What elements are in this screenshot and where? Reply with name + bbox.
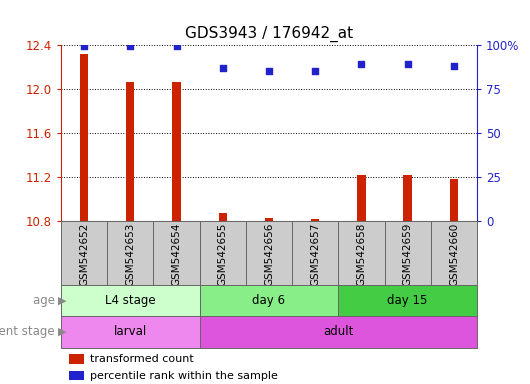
Text: ▶: ▶ [58, 327, 67, 337]
Bar [357, 175, 366, 221]
Text: ▶: ▶ [58, 295, 67, 305]
Bar [69, 354, 84, 364]
Bar [61, 285, 200, 316]
Text: development stage: development stage [0, 325, 58, 338]
Text: transformed count: transformed count [90, 354, 194, 364]
Point [449, 63, 458, 69]
Text: GSM542657: GSM542657 [310, 223, 320, 286]
Point [311, 68, 320, 74]
Text: GSM542655: GSM542655 [218, 223, 228, 286]
Bar [403, 175, 412, 221]
Text: day 15: day 15 [387, 294, 428, 307]
Text: day 6: day 6 [252, 294, 286, 307]
Bar [107, 221, 153, 285]
Bar [265, 218, 273, 221]
Bar [172, 82, 181, 221]
Title: GDS3943 / 176942_at: GDS3943 / 176942_at [185, 26, 353, 42]
Bar [246, 221, 292, 285]
Text: GSM542654: GSM542654 [172, 223, 181, 286]
Text: GSM542659: GSM542659 [403, 223, 413, 286]
Bar [61, 316, 200, 348]
Bar [311, 219, 320, 221]
Text: L4 stage: L4 stage [105, 294, 156, 307]
Bar [385, 221, 431, 285]
Point [403, 61, 412, 67]
Point [265, 68, 273, 74]
Bar [153, 221, 200, 285]
Bar [200, 316, 477, 348]
Text: GSM542660: GSM542660 [449, 223, 459, 286]
Point [357, 61, 366, 67]
Text: GSM542652: GSM542652 [79, 223, 89, 286]
Bar [126, 82, 135, 221]
Bar [338, 221, 385, 285]
Text: larval: larval [113, 325, 147, 338]
Bar [61, 221, 107, 285]
Bar [200, 285, 338, 316]
Point [218, 65, 227, 71]
Text: percentile rank within the sample: percentile rank within the sample [90, 371, 278, 381]
Bar [69, 371, 84, 381]
Text: GSM542656: GSM542656 [264, 223, 274, 286]
Bar [200, 221, 246, 285]
Bar [292, 221, 338, 285]
Text: GSM542658: GSM542658 [357, 223, 366, 286]
Bar [431, 221, 477, 285]
Text: age: age [32, 294, 58, 307]
Bar [450, 179, 458, 221]
Bar [338, 285, 477, 316]
Bar [80, 55, 88, 221]
Point [80, 43, 89, 50]
Bar [218, 214, 227, 221]
Point [172, 43, 181, 50]
Text: GSM542653: GSM542653 [125, 223, 135, 286]
Text: adult: adult [323, 325, 354, 338]
Point [126, 43, 135, 50]
